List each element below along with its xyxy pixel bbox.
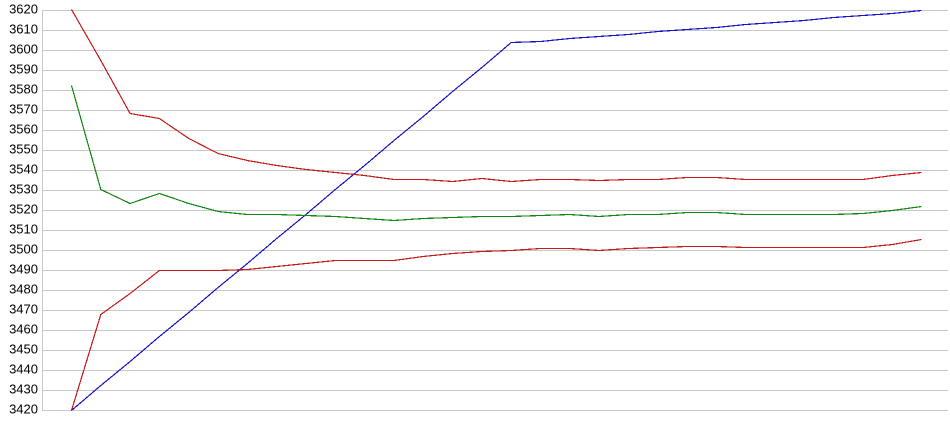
svg-text:3610: 3610: [9, 21, 38, 36]
svg-text:3560: 3560: [9, 121, 38, 136]
svg-text:3590: 3590: [9, 61, 38, 76]
svg-text:3500: 3500: [9, 241, 38, 256]
svg-text:3540: 3540: [9, 161, 38, 176]
svg-text:3430: 3430: [9, 381, 38, 396]
svg-text:3420: 3420: [9, 401, 38, 416]
svg-text:3520: 3520: [9, 201, 38, 216]
svg-text:3460: 3460: [9, 321, 38, 336]
svg-text:3600: 3600: [9, 41, 38, 56]
svg-text:3530: 3530: [9, 181, 38, 196]
svg-text:3580: 3580: [9, 81, 38, 96]
svg-text:3490: 3490: [9, 261, 38, 276]
svg-text:3550: 3550: [9, 141, 38, 156]
svg-text:3480: 3480: [9, 281, 38, 296]
svg-text:3470: 3470: [9, 301, 38, 316]
svg-text:3570: 3570: [9, 101, 38, 116]
svg-text:3450: 3450: [9, 341, 38, 356]
svg-text:3440: 3440: [9, 361, 38, 376]
svg-text:3620: 3620: [9, 1, 38, 16]
svg-text:3510: 3510: [9, 221, 38, 236]
